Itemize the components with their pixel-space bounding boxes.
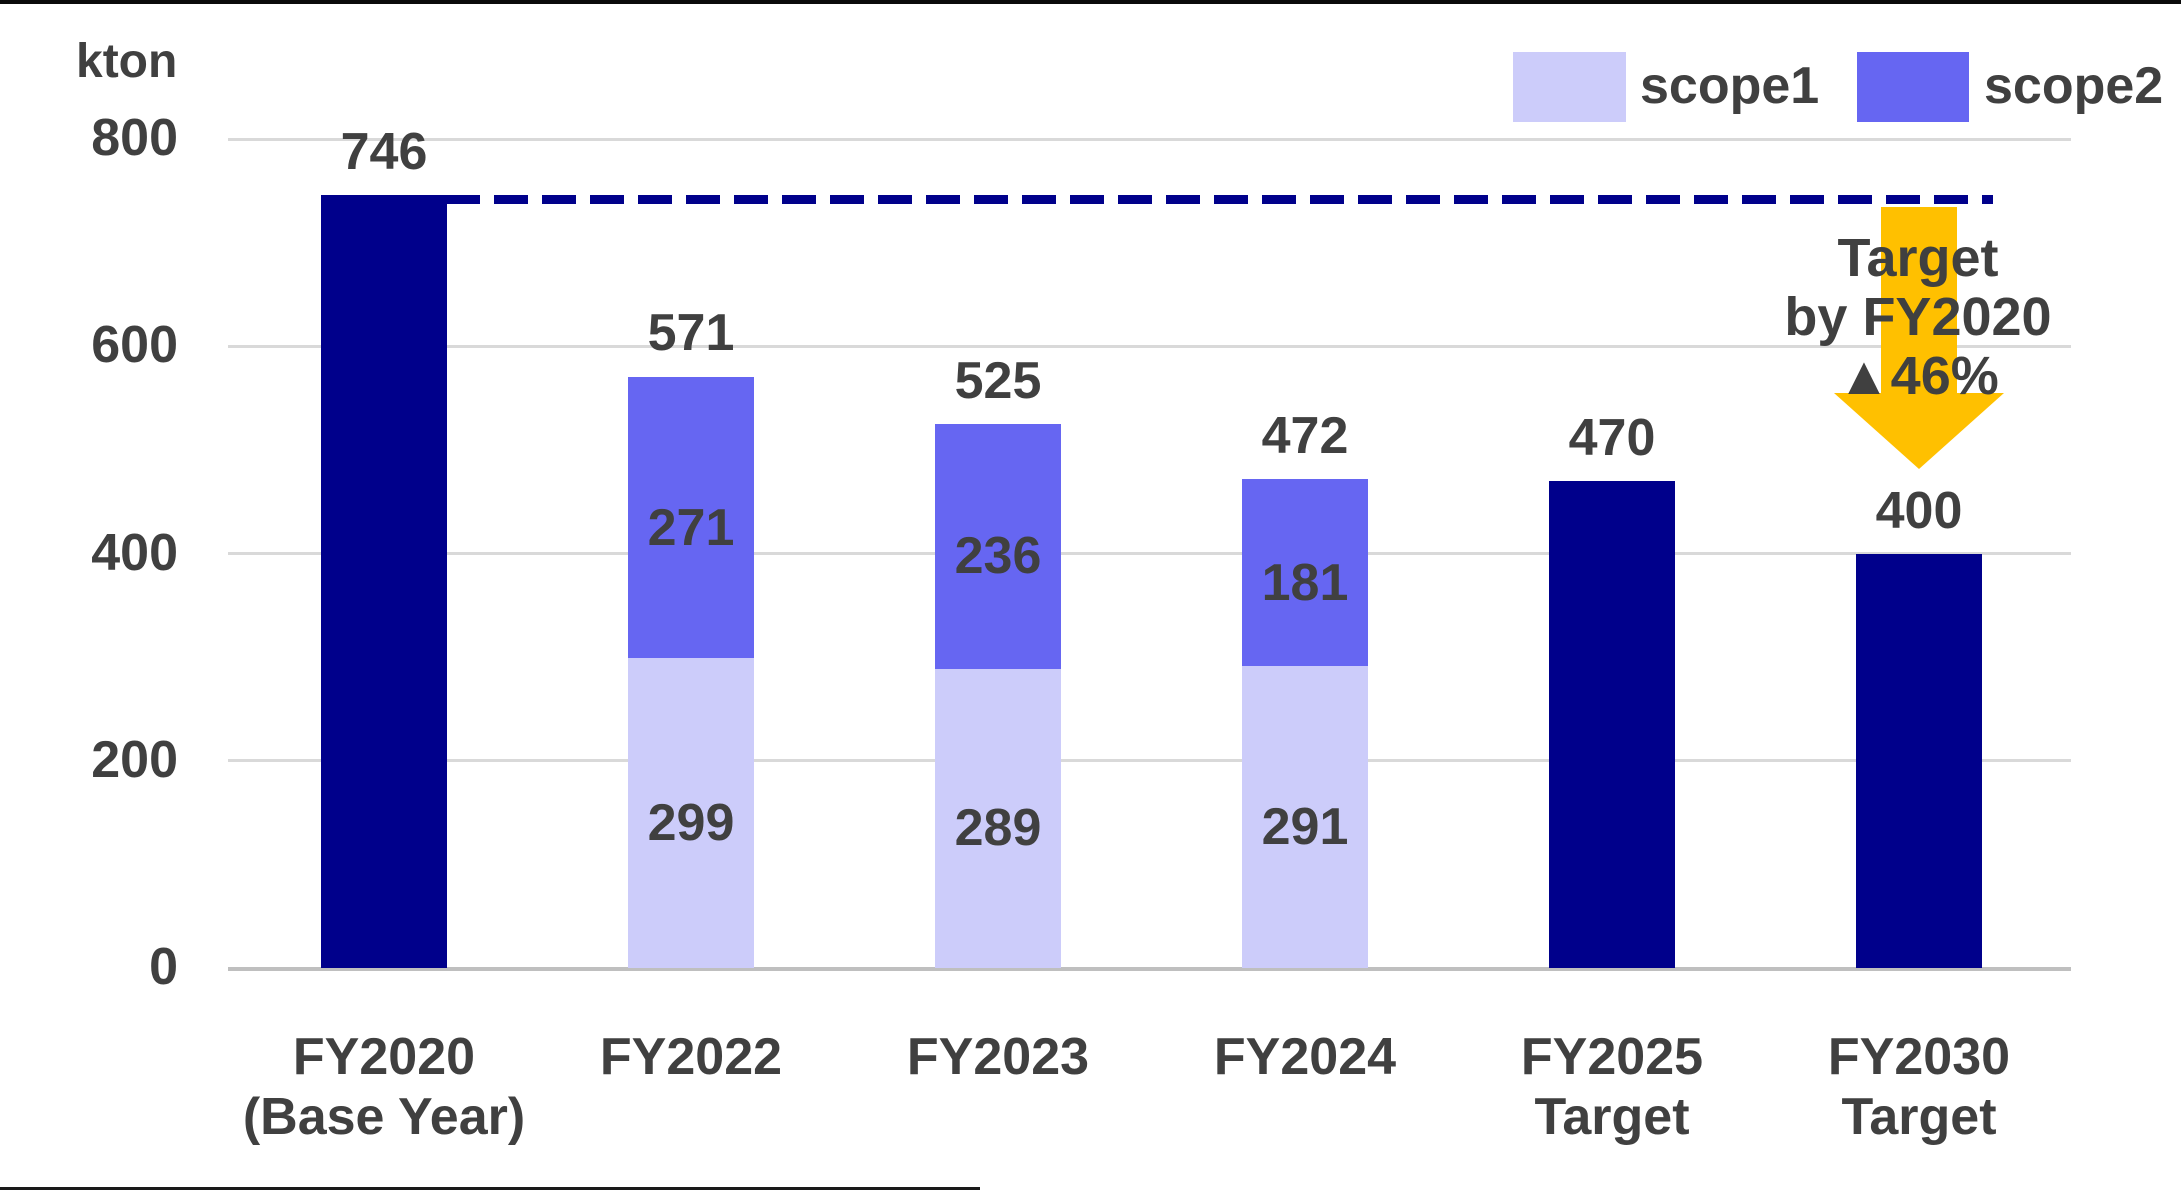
category-label-line: FY2024: [1213, 1028, 1397, 1086]
gridline-800: [228, 137, 2071, 141]
segment-value-label: 289: [954, 799, 1042, 858]
y-tick-0: 0: [149, 938, 178, 996]
bar-segment-scope2: 236: [935, 423, 1061, 669]
total-value-label: 746: [340, 122, 428, 181]
total-value-label: 472: [1261, 406, 1349, 465]
bottom-border-line: [0, 1187, 980, 1190]
target-annotation-line: Target: [1837, 228, 1999, 288]
legend-label-scope2: scope2: [1984, 57, 2164, 115]
bar-segment-scope1: 289: [935, 668, 1061, 968]
bar-segment-scope1: 299: [628, 658, 754, 968]
target-annotation: Target by FY2020 ▲46%: [1618, 229, 2181, 406]
category-label: FY2022: [531, 1027, 851, 1087]
category-label: FY2030 Target: [1759, 1027, 2079, 1147]
category-label: FY2020 (Base Year): [224, 1027, 544, 1147]
segment-value-label: 271: [647, 498, 735, 557]
legend-label-scope1: scope1: [1640, 57, 1820, 115]
category-label-line: FY2020: [292, 1028, 476, 1086]
category-label-line: FY2025: [1520, 1028, 1704, 1086]
y-tick-400: 400: [91, 523, 178, 582]
y-tick-800: 800: [91, 109, 178, 167]
gridline-400: [228, 552, 2071, 555]
segment-value-label: 236: [954, 527, 1042, 586]
category-label-line: Target: [1534, 1088, 1690, 1146]
segment-value-label: 299: [647, 794, 735, 853]
total-value-label: 525: [954, 351, 1042, 410]
y-tick-600: 600: [91, 316, 178, 375]
target-annotation-line: by FY2020: [1784, 287, 2052, 347]
bar-total: [1856, 553, 1982, 968]
total-value-label: 571: [647, 304, 735, 363]
legend-swatch-scope2: [1857, 52, 1969, 122]
legend-swatch-scope1: [1513, 52, 1626, 122]
category-label: FY2024: [1145, 1027, 1465, 1087]
category-label-line: FY2023: [906, 1028, 1090, 1086]
bar-segment-scope1: 291: [1242, 666, 1368, 968]
total-value-label: 400: [1875, 481, 1963, 540]
y-tick-200: 200: [91, 730, 178, 789]
bar-total: [1549, 480, 1675, 968]
category-label: FY2025 Target: [1452, 1027, 1772, 1147]
top-border-line: [0, 0, 2181, 4]
y-axis-unit-label: kton: [76, 35, 178, 88]
gridline-200: [228, 759, 2071, 763]
reference-dashed-line: [446, 194, 1993, 204]
segment-value-label: 291: [1261, 798, 1349, 857]
category-label: FY2023: [838, 1027, 1158, 1087]
total-value-label: 470: [1568, 408, 1656, 467]
x-axis-line: [228, 966, 2071, 971]
category-label-line: (Base Year): [242, 1088, 526, 1146]
category-label-line: FY2022: [599, 1028, 783, 1086]
bar-segment-scope2: 181: [1242, 478, 1368, 667]
target-arrow-head: [1834, 393, 2004, 469]
segment-value-label: 181: [1261, 553, 1349, 612]
category-label-line: FY2030: [1827, 1028, 2011, 1086]
category-label-line: Target: [1841, 1088, 1997, 1146]
target-annotation-line: ▲46%: [1837, 346, 1999, 406]
gridline-600: [228, 344, 2071, 348]
bar-segment-scope2: 271: [628, 377, 754, 659]
bar-total: [321, 194, 447, 968]
target-arrow-body: [1881, 207, 1957, 393]
